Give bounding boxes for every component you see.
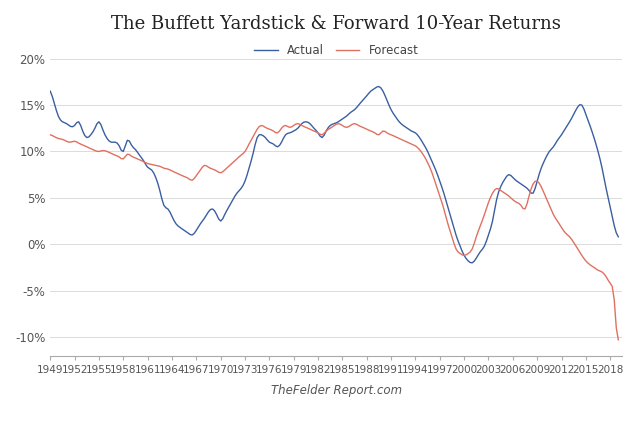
Forecast <box>614 337 622 343</box>
Actual <box>310 126 318 131</box>
Forecast <box>46 132 54 137</box>
Actual <box>515 180 523 185</box>
Forecast <box>310 129 318 134</box>
Forecast <box>513 200 521 205</box>
Forecast <box>68 139 76 144</box>
Actual <box>168 214 176 219</box>
Actual <box>68 124 76 130</box>
Title: The Buffett Yardstick & Forward 10-Year Returns: The Buffett Yardstick & Forward 10-Year … <box>111 15 561 33</box>
Forecast <box>367 129 374 134</box>
Line: Forecast: Forecast <box>50 124 618 340</box>
Line: Actual: Actual <box>50 86 618 263</box>
Forecast <box>335 121 342 126</box>
Text: TheFelder Report.com: TheFelder Report.com <box>271 383 402 397</box>
Legend: Actual, Forecast: Actual, Forecast <box>249 40 424 62</box>
Actual <box>513 178 521 184</box>
Actual <box>375 84 383 89</box>
Forecast <box>168 168 176 173</box>
Forecast <box>511 199 518 204</box>
Actual <box>468 260 476 265</box>
Actual <box>365 91 372 96</box>
Actual <box>46 89 54 94</box>
Actual <box>614 234 622 239</box>
